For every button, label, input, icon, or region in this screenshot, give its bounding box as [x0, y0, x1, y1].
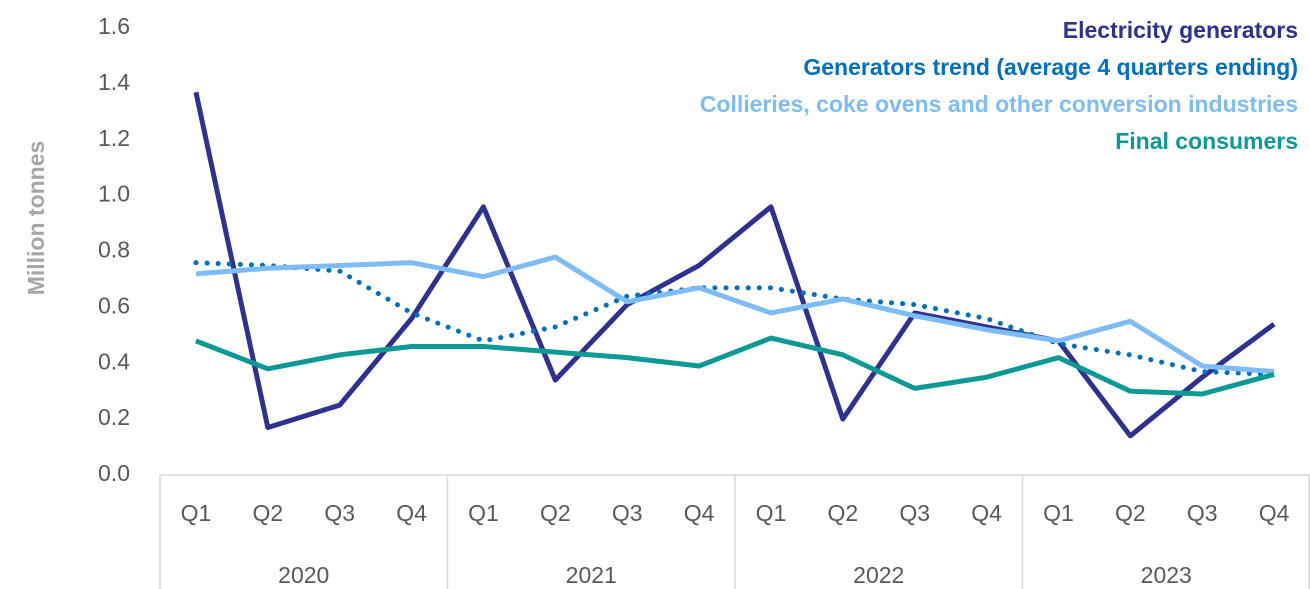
x-group-label: 2020 [278, 562, 329, 588]
x-tick-label: Q1 [756, 500, 787, 526]
y-tick-label: 1.6 [98, 13, 130, 39]
x-tick-label: Q4 [396, 500, 427, 526]
y-tick-label: 1.2 [98, 125, 130, 151]
x-tick-label: Q3 [899, 500, 930, 526]
legend-entry: Generators trend (average 4 quarters end… [803, 54, 1298, 80]
x-tick-label: Q2 [252, 500, 283, 526]
legend-entry: Collieries, coke ovens and other convers… [700, 91, 1298, 117]
x-tick-label: Q3 [612, 500, 643, 526]
x-group-label: 2023 [1141, 562, 1192, 588]
x-tick-label: Q1 [468, 500, 499, 526]
x-group-label: 2022 [853, 562, 904, 588]
x-tick-label: Q3 [324, 500, 355, 526]
series-line [195, 254, 1275, 375]
y-tick-label: 0.8 [98, 237, 130, 263]
x-tick-label: Q1 [1043, 500, 1074, 526]
y-tick-label: 1.0 [98, 181, 130, 207]
x-tick-label: Q2 [1115, 500, 1146, 526]
y-tick-label: 0.4 [98, 348, 130, 374]
series-line [195, 335, 1275, 397]
legend-entry: Final consumers [1115, 128, 1298, 154]
series-line [193, 260, 1277, 377]
x-tick-label: Q2 [540, 500, 571, 526]
x-tick-label: Q1 [181, 500, 212, 526]
y-axis-label: Million tonnes [23, 141, 49, 296]
y-tick-label: 0.6 [98, 292, 130, 318]
y-tick-label: 0.2 [98, 404, 130, 430]
x-tick-label: Q4 [971, 500, 1002, 526]
x-tick-label: Q4 [1259, 500, 1290, 526]
series-line [193, 91, 1276, 439]
y-tick-label: 1.4 [98, 69, 130, 95]
x-group-label: 2021 [566, 562, 617, 588]
x-tick-label: Q3 [1187, 500, 1218, 526]
legend-entry: Electricity generators [1063, 17, 1298, 43]
y-tick-label: 0.0 [98, 460, 130, 486]
x-tick-label: Q4 [684, 500, 715, 526]
x-tick-label: Q2 [827, 500, 858, 526]
